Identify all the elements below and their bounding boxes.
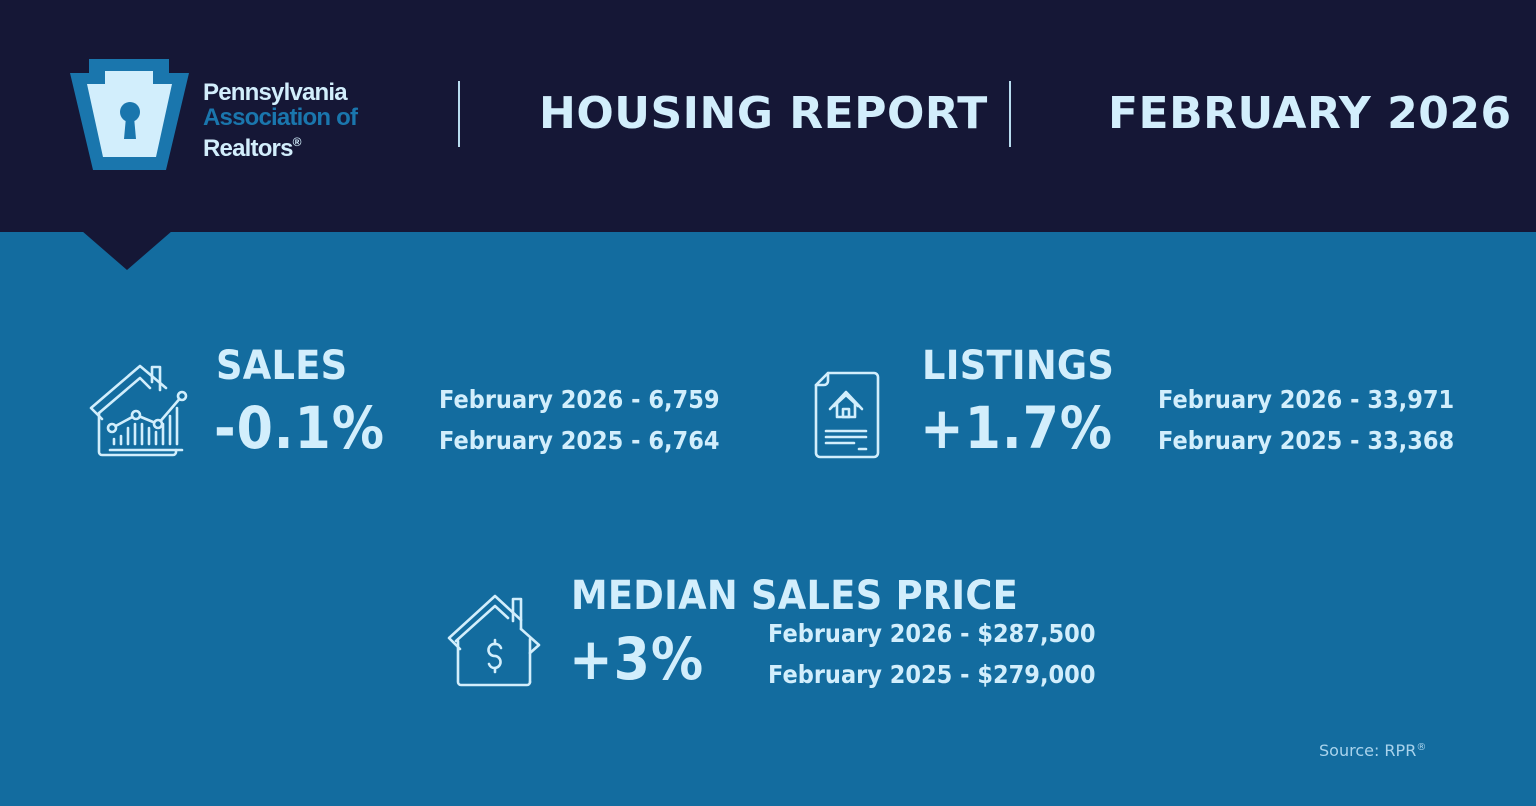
- sales-label: SALES: [216, 343, 348, 389]
- house-chart-icon: [89, 364, 188, 457]
- listings-current: February 2026 - 33,971: [1158, 385, 1455, 414]
- sales-previous: February 2025 - 6,764: [439, 426, 720, 455]
- median-price-previous: February 2025 - $279,000: [768, 660, 1096, 689]
- sales-current: February 2026 - 6,759: [439, 385, 720, 414]
- logo-line-2: Association of: [203, 104, 358, 131]
- listings-change: +1.7%: [920, 394, 1114, 462]
- header-pointer: [82, 231, 172, 270]
- median-price-change: +3%: [569, 625, 705, 693]
- logo-line-3: Realtors®: [203, 135, 301, 162]
- median-price-current: February 2026 - $287,500: [768, 619, 1096, 648]
- keystone-keyhole-icon: [70, 59, 189, 170]
- header-divider: [1009, 81, 1011, 147]
- median-price-label: MEDIAN SALES PRICE: [571, 573, 1019, 619]
- listings-label: LISTINGS: [922, 343, 1115, 389]
- logo-line-1: Pennsylvania: [203, 79, 348, 106]
- report-title: HOUSING REPORT: [539, 88, 988, 139]
- logo-text: Pennsylvania Association of Realtors®: [203, 79, 358, 162]
- sales-change: -0.1%: [214, 394, 385, 462]
- house-dollar-icon: [447, 594, 541, 687]
- listings-previous: February 2025 - 33,368: [1158, 426, 1455, 455]
- source-note: Source: RPR®: [1319, 741, 1427, 760]
- document-house-icon: [814, 371, 880, 459]
- header-divider: [458, 81, 460, 147]
- report-header: Pennsylvania Association of Realtors® HO…: [0, 0, 1536, 232]
- report-period: FEBRUARY 2026: [1108, 88, 1512, 139]
